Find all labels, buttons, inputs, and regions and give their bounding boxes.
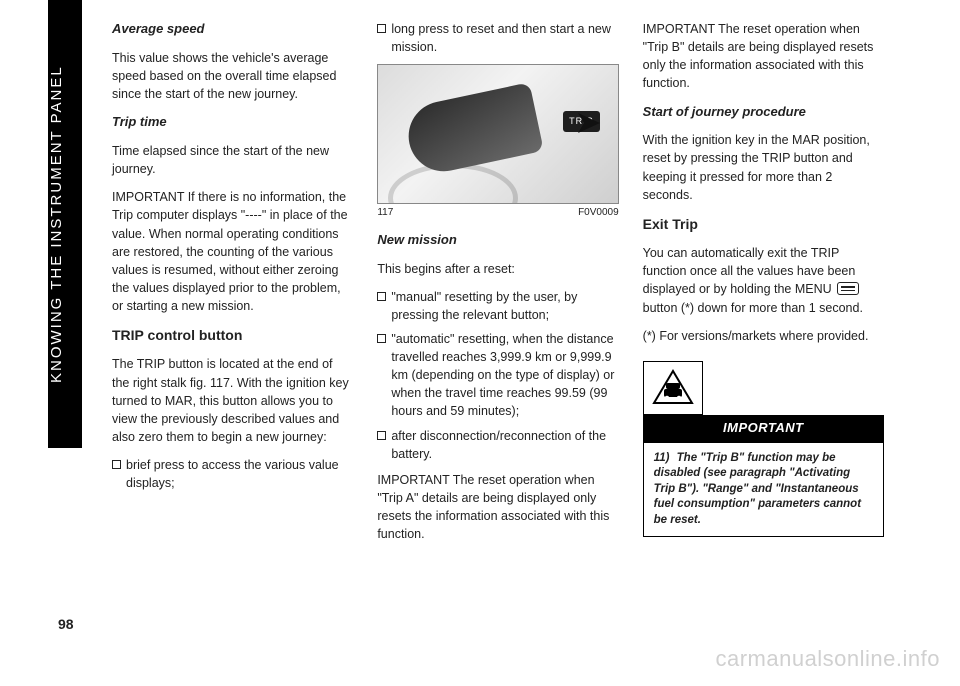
list-new-mission: "manual" resetting by the user, by press… [377,288,618,463]
heading-average-speed: Average speed [112,20,353,39]
figure-code: F0V0009 [578,206,619,221]
text-exit-trip: You can automatically exit the TRIP func… [643,244,884,317]
text-important-trip-a: IMPORTANT The reset operation when "Trip… [377,471,618,544]
figure-number: 117 [377,206,393,221]
car-warning-icon [643,361,703,415]
text-start-journey: With the ignition key in the MAR positio… [643,131,884,204]
text-exit-trip-b: button (*) down for more than 1 second. [643,301,863,315]
watermark: carmanualsonline.info [715,646,940,672]
list-item: "manual" resetting by the user, by press… [377,288,618,324]
list-trip-control: brief press to access the various value … [112,456,353,492]
stalk-shape [402,83,544,178]
heading-exit-trip: Exit Trip [643,214,884,234]
text-trip-time: Time elapsed since the start of the new … [112,142,353,178]
heading-trip-control: TRIP control button [112,325,353,345]
text-average-speed: This value shows the vehicle's average s… [112,49,353,103]
page-body: Average speed This value shows the vehic… [48,0,912,640]
page-number: 98 [58,616,74,632]
important-note-text: The "Trip B" function may be disabled (s… [654,452,861,526]
column-3: IMPORTANT The reset operation when "Trip… [643,20,884,628]
list-item: brief press to access the various value … [112,456,353,492]
important-note-number: 11) [654,452,670,464]
list-item: after disconnection/reconnection of the … [377,427,618,463]
figure-117: TRIP [377,64,618,204]
text-important-trip-b: IMPORTANT The reset operation when "Trip… [643,20,884,93]
menu-button-icon [837,282,859,295]
arrow-icon [578,105,612,150]
heading-new-mission: New mission [377,231,618,250]
column-2: long press to reset and then start a new… [377,20,618,628]
heading-start-journey: Start of journey procedure [643,103,884,122]
figure-caption: 117 F0V0009 [377,206,618,221]
important-box: 11) The "Trip B" function may be disable… [643,442,884,538]
text-exit-trip-a: You can automatically exit the TRIP func… [643,246,856,296]
list-item: "automatic" resetting, when the distance… [377,330,618,421]
text-new-mission: This begins after a reset: [377,260,618,278]
heading-trip-time: Trip time [112,113,353,132]
list-trip-control-cont: long press to reset and then start a new… [377,20,618,56]
text-important-dashes: IMPORTANT If there is no information, th… [112,188,353,315]
text-trip-control: The TRIP button is located at the end of… [112,355,353,446]
important-bar: IMPORTANT [643,415,884,442]
column-1: Average speed This value shows the vehic… [112,20,353,628]
list-item: long press to reset and then start a new… [377,20,618,56]
text-footnote: (*) For versions/markets where provided. [643,327,884,345]
